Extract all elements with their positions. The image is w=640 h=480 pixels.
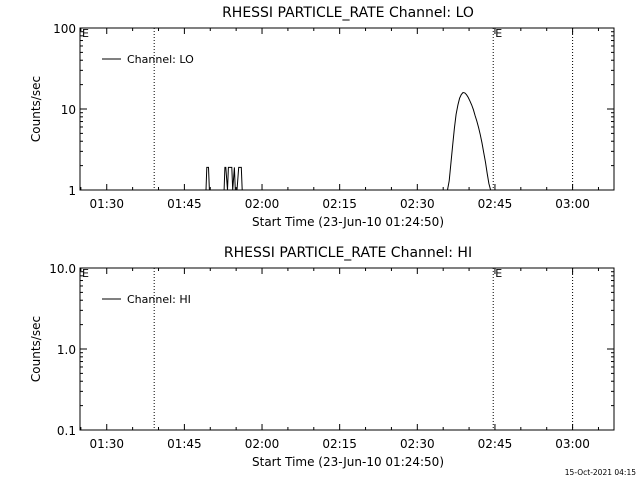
event-marker-label: E [495,267,502,280]
x-tick-label: 02:30 [400,437,435,451]
x-axis-label: Start Time (23-Jun-10 01:24:50) [252,455,444,469]
x-tick-label: 02:15 [322,197,357,211]
x-tick-label: 02:00 [245,437,280,451]
legend: Channel: LO [102,53,194,66]
footer-timestamp: 15-Oct-2021 04:15 [565,468,636,477]
y-axis: 0.1 1.0 10.0 [49,262,614,438]
y-tick-label: 100 [53,22,76,36]
chart-panel-lo: RHESSI PARTICLE_RATE Channel: LO 01:30 01… [29,5,615,229]
x-tick-label: 03:00 [555,437,590,451]
x-tick-label: 01:30 [89,197,124,211]
y-axis-label: Counts/sec [29,76,43,142]
event-marker-label: E [82,27,89,40]
y-tick-label: 10.0 [49,262,76,276]
x-tick-label: 03:00 [555,197,590,211]
x-tick-label: 02:15 [322,437,357,451]
event-marker-label: E [82,267,89,280]
legend: Channel: HI [102,293,191,306]
x-tick-label: 02:45 [478,197,513,211]
x-tick-label: 02:45 [478,437,513,451]
y-tick-label: 1.0 [57,343,76,357]
event-marker-label: E [495,27,502,40]
x-tick-label: 02:00 [245,197,280,211]
chart-panel-hi: RHESSI PARTICLE_RATE Channel: HI 01:30 01… [29,245,615,469]
x-tick-label: 02:30 [400,197,435,211]
x-tick-label: 01:30 [89,437,124,451]
x-axis: 01:30 01:45 02:00 02:15 02:30 02:45 03:00 [80,28,599,211]
chart-title: RHESSI PARTICLE_RATE Channel: HI [224,245,472,261]
legend-label-hi: Channel: HI [127,293,191,306]
y-tick-label: 10 [61,103,76,117]
chart-title: RHESSI PARTICLE_RATE Channel: LO [222,5,474,21]
series-line [205,91,492,191]
x-tick-label: 01:45 [167,197,202,211]
x-tick-label: 01:45 [167,437,202,451]
y-tick-label: 0.1 [57,424,76,438]
y-axis-label: Counts/sec [29,316,43,382]
legend-label-lo: Channel: LO [127,53,194,66]
series-group [205,91,492,191]
x-axis-label: Start Time (23-Jun-10 01:24:50) [252,215,444,229]
y-tick-label: 1 [68,184,76,198]
y-axis: 1 10 100 [53,22,614,198]
